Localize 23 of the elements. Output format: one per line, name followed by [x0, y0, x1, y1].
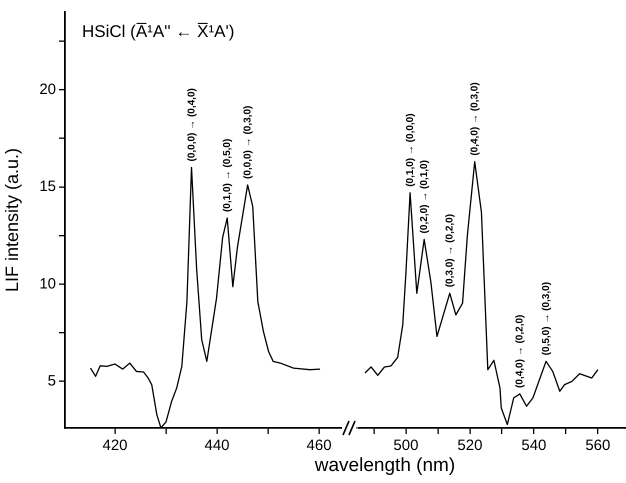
x-tick-label: 520	[457, 437, 482, 454]
y-tick-label: 10	[39, 275, 56, 292]
x-tick-label: 440	[204, 437, 230, 454]
x-axis-title: wavelength (nm)	[314, 455, 456, 477]
annotation: (0,1,0) → (0,0,0)	[404, 113, 416, 187]
annotation: (0,1,0) → (0,5,0)	[222, 138, 233, 212]
annotation: (0,0,0) → (0,4,0)	[186, 88, 198, 162]
y-tick-label: 5	[48, 372, 56, 390]
annotation: (0,5,0) → (0,3,0)	[540, 282, 552, 356]
annotation: (0,2,0) → (0,1,0)	[418, 160, 430, 234]
y-tick-label: 20	[39, 80, 56, 98]
annotation: (0,3,0) → (0,2,0)	[444, 214, 456, 288]
x-tick-label: 460	[306, 437, 332, 454]
x-tick-label: 500	[393, 437, 418, 454]
x-tick-label: 420	[102, 437, 128, 454]
x-tick-label: 540	[521, 437, 546, 454]
y-axis-title: LIF intensity (a.u.)	[2, 148, 22, 292]
annotation: (0,4,0) → (0,3,0)	[469, 82, 480, 156]
y-tick-label: 15	[39, 178, 56, 196]
annotation: (0,0,0) → (0,3,0)	[242, 106, 254, 180]
annotation: (0,4,0) → (0,2,0)	[514, 314, 526, 388]
text: HSiCl (A̅¹A'' ← X̅¹A')	[82, 22, 234, 42]
x-tick-label: 560	[585, 437, 610, 454]
